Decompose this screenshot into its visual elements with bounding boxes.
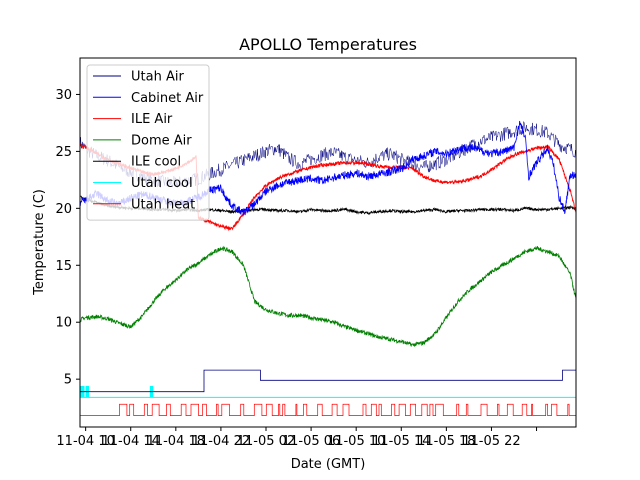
y-tick-label: 25 xyxy=(55,145,72,160)
legend-label-ile_cool: ILE cool xyxy=(131,155,181,170)
legend: Utah Air Cabinet Air ILE Air Dome Air ILE co… xyxy=(87,65,209,220)
legend-label-cabinet_air: Cabinet Air xyxy=(131,91,204,106)
legend-label-utah_cool: Utah cool xyxy=(131,176,193,191)
x-axis-label: Date (GMT) xyxy=(291,457,366,472)
chart-title: APOLLO Temperatures xyxy=(239,35,417,54)
legend-label-utah_heat: Utah heat xyxy=(131,197,195,212)
temperature-chart: APOLLO Temperatures 51015202530 11-04 10… xyxy=(0,0,640,480)
x-tick-label: 11-05 22 xyxy=(462,434,520,449)
legend-label-dome_air: Dome Air xyxy=(131,133,192,148)
y-tick-label: 5 xyxy=(64,373,72,388)
y-tick-label: 10 xyxy=(55,316,72,331)
legend-label-ile_air: ILE Air xyxy=(131,112,173,127)
y-axis-label: Temperature (C) xyxy=(32,189,47,296)
legend-label-utah_air: Utah Air xyxy=(131,70,184,85)
y-tick-label: 20 xyxy=(55,202,72,217)
y-tick-label: 15 xyxy=(55,259,72,274)
y-tick-label: 30 xyxy=(55,88,72,103)
